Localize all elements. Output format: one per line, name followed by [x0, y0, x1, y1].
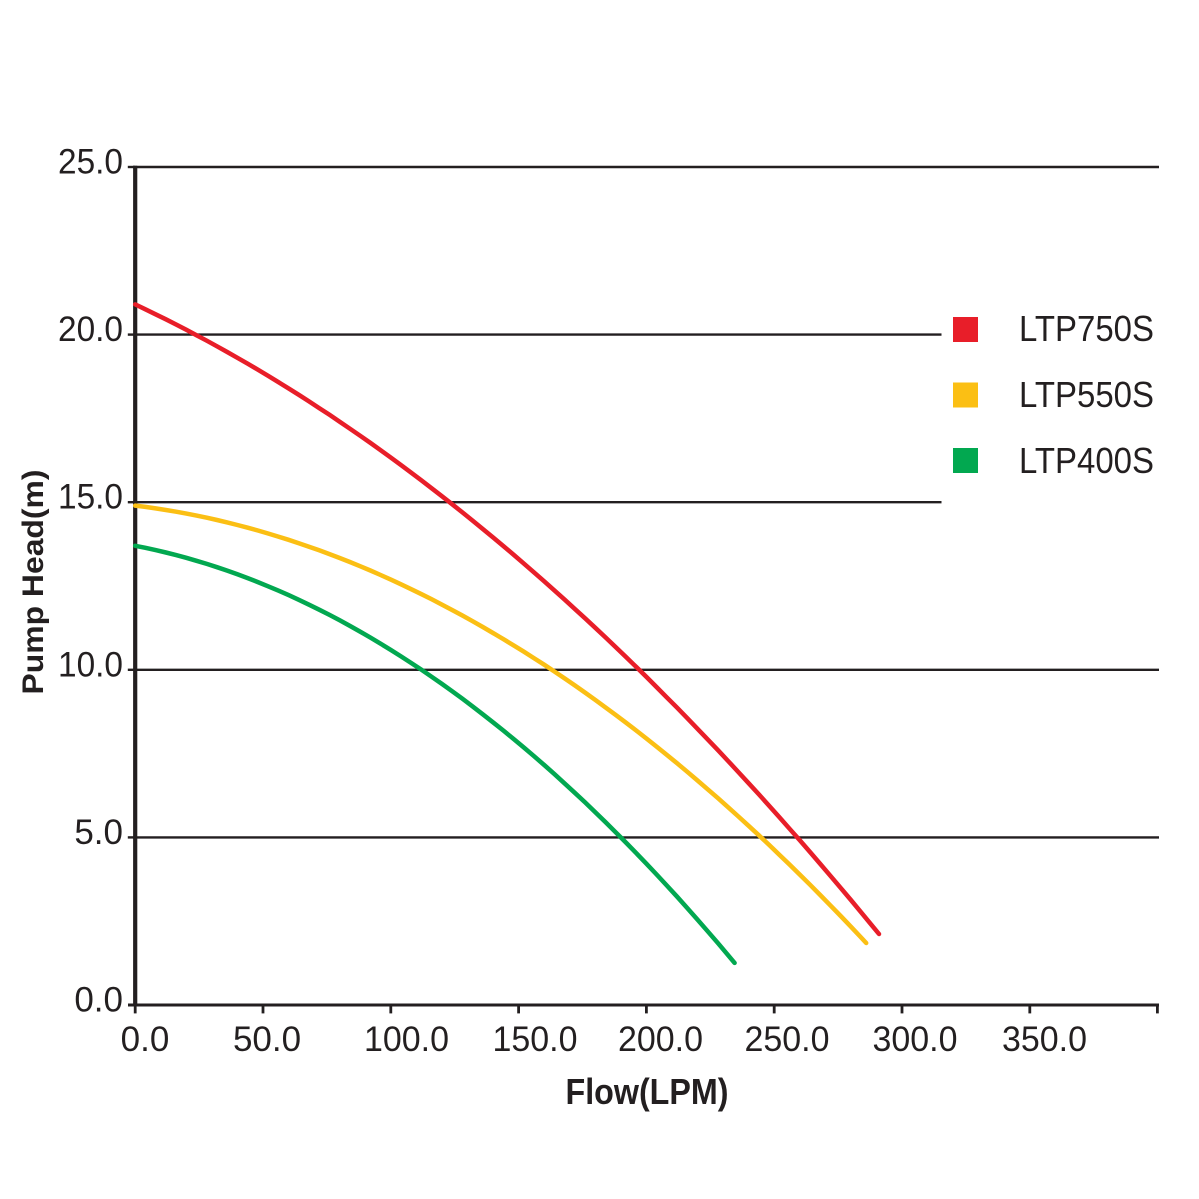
svg-text:350.0: 350.0	[1002, 1020, 1087, 1059]
svg-text:100.0: 100.0	[364, 1020, 449, 1059]
svg-text:5.0: 5.0	[74, 813, 123, 852]
svg-text:LTP550S: LTP550S	[1019, 374, 1154, 415]
svg-text:LTP750S: LTP750S	[1019, 308, 1154, 349]
svg-text:150.0: 150.0	[493, 1020, 578, 1059]
svg-text:0.0: 0.0	[74, 981, 123, 1020]
svg-text:25.0: 25.0	[58, 143, 123, 182]
svg-text:LTP400S: LTP400S	[1019, 440, 1154, 481]
svg-text:10.0: 10.0	[58, 645, 123, 684]
svg-text:20.0: 20.0	[58, 310, 123, 349]
svg-text:0.0: 0.0	[121, 1020, 170, 1059]
svg-text:Pump Head(m): Pump Head(m)	[17, 470, 50, 695]
svg-text:15.0: 15.0	[58, 478, 123, 517]
svg-text:50.0: 50.0	[233, 1020, 301, 1059]
svg-text:250.0: 250.0	[745, 1020, 830, 1059]
svg-text:300.0: 300.0	[873, 1020, 958, 1059]
svg-text:Flow(LPM): Flow(LPM)	[566, 1071, 729, 1112]
svg-text:200.0: 200.0	[618, 1020, 703, 1059]
